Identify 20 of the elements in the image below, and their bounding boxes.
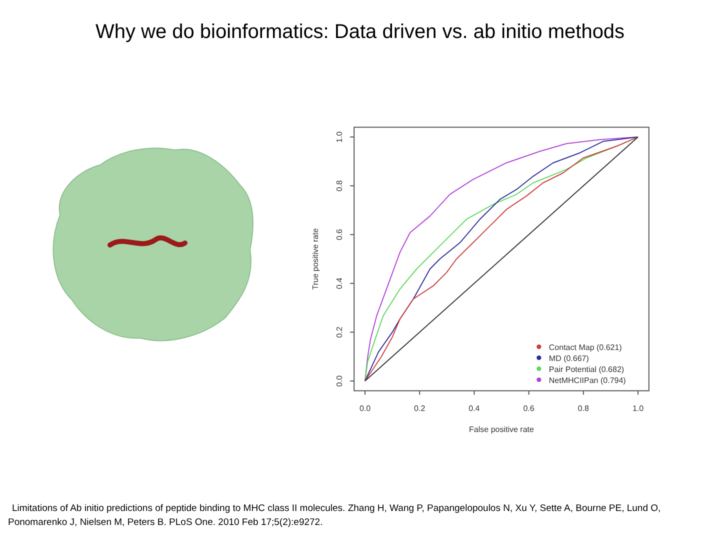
text: Limitations of Ab initio predictions of peptide binding to MHC class II molecules. Zhang H, Wang P, Papangelopoulos N, Xu Y, Sette A, Bourne PE, Lund O, Ponomarenko J, Nielsen M, Peters B. PLoS One. 2010 Feb 17;5(2):e9272. <box>8 503 661 528</box>
chart-title: Why we do bioinformatics: Data driven vs. ab initio methods <box>95 21 625 43</box>
y-tick-label: 0.8 <box>335 180 344 192</box>
y-tick-label: 0.2 <box>335 326 344 338</box>
x-tick-label: 0.4 <box>468 404 480 413</box>
legend-label: Contact Map (0.621) <box>548 342 622 352</box>
legend-label: Pair Potential (0.682) <box>548 364 624 374</box>
y-tick-label: 1.0 <box>335 130 344 143</box>
y-axis-title: True positive rate <box>311 228 320 290</box>
y-tick-label: 0.0 <box>335 374 344 387</box>
y-tick-label: 0.4 <box>335 277 344 289</box>
x-tick-label: 0.8 <box>578 404 590 413</box>
x-axis-title: False positive rate <box>469 425 535 434</box>
y-tick-label: 0.6 <box>335 228 344 240</box>
x-tick-label: 1.0 <box>632 404 644 413</box>
x-tick-label: 0.0 <box>359 404 372 413</box>
x-tick-label: 0.6 <box>523 404 535 413</box>
x-tick-label: 0.2 <box>414 404 426 413</box>
legend-label: MD (0.667) <box>548 354 590 363</box>
legend-label: NetMHCIIPan (0.794) <box>548 376 626 385</box>
